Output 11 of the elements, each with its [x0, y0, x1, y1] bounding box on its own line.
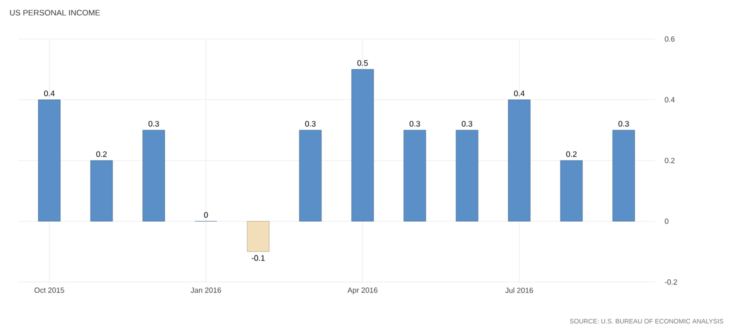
- bar: [142, 130, 165, 222]
- bar: [508, 100, 530, 222]
- bar: [299, 130, 322, 222]
- bar: [560, 160, 583, 222]
- bar: [246, 221, 270, 252]
- bar: [456, 130, 478, 222]
- bar: [351, 69, 374, 222]
- bar: [612, 130, 635, 222]
- bar: [90, 160, 113, 222]
- bar: [38, 100, 61, 222]
- bar: [404, 130, 426, 222]
